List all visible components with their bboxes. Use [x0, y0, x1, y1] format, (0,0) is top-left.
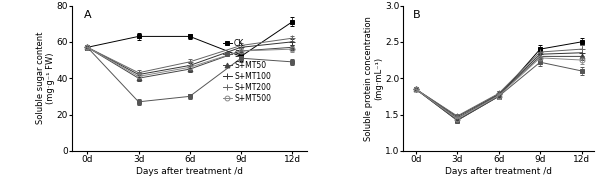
- Text: A: A: [84, 10, 91, 20]
- Text: B: B: [413, 10, 421, 20]
- X-axis label: Days after treatment /d: Days after treatment /d: [445, 167, 552, 176]
- Legend: CK, S, S+MT50, S+MT100, S+MT200, S+MT500: CK, S, S+MT50, S+MT100, S+MT200, S+MT500: [222, 38, 272, 103]
- Y-axis label: Soluble sugar content
(mg·g⁻¹ FW): Soluble sugar content (mg·g⁻¹ FW): [35, 32, 55, 124]
- Y-axis label: Soluble protein concentration
(mg·mL⁻¹): Soluble protein concentration (mg·mL⁻¹): [364, 16, 383, 141]
- X-axis label: Days after treatment /d: Days after treatment /d: [136, 167, 243, 176]
